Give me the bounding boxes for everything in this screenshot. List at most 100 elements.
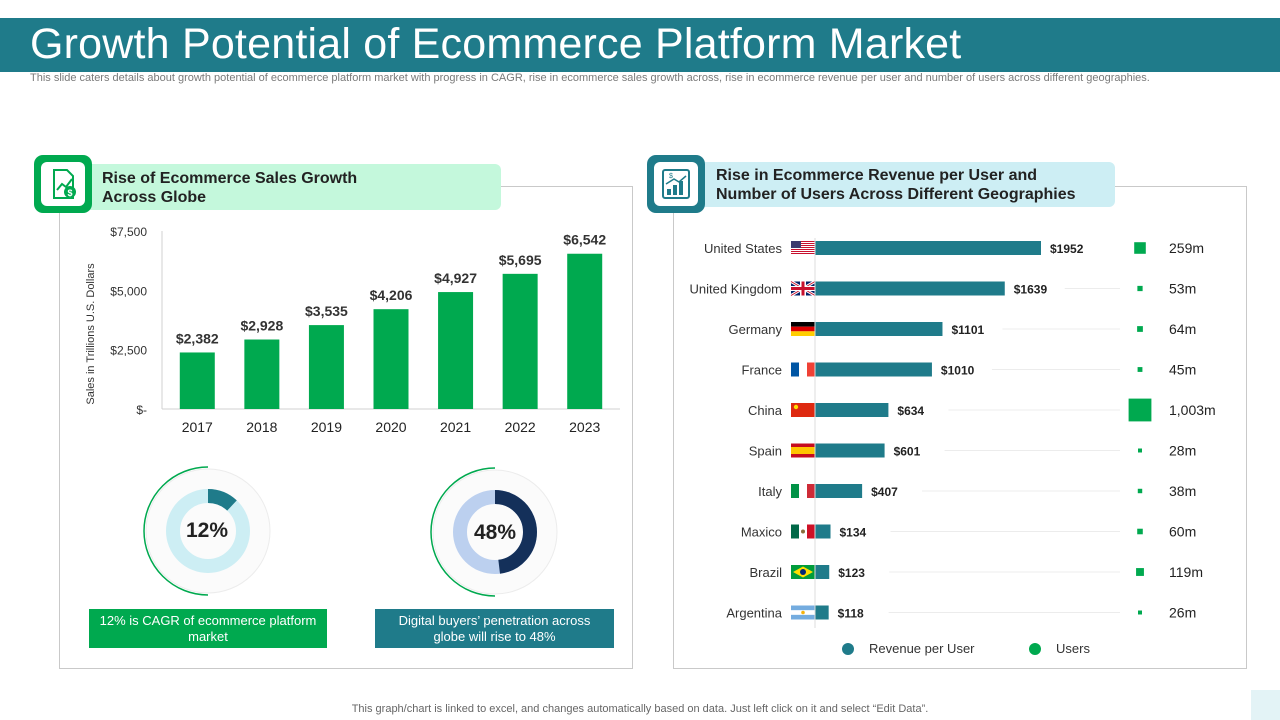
page-subtitle: This slide caters details about growth p… xyxy=(30,72,1150,84)
flag-ar xyxy=(791,605,815,620)
bar-value-label: $4,206 xyxy=(370,287,413,303)
legend-users: Users xyxy=(1029,641,1090,656)
revenue-bar xyxy=(815,403,889,417)
flag-uk xyxy=(790,280,816,297)
cagr-caption: 12% is CAGR of ecommerce platform market xyxy=(89,609,327,648)
revenue-chart-icon: $ xyxy=(654,162,698,206)
revenue-value-label: $1952 xyxy=(1050,242,1084,256)
revenue-value-label: $123 xyxy=(838,566,865,580)
x-tick-label: 2021 xyxy=(440,419,471,435)
flag-part xyxy=(791,247,815,248)
revenue-bar xyxy=(815,565,830,579)
legend-users-swatch xyxy=(1029,642,1041,655)
bar xyxy=(373,309,409,409)
users-marker xyxy=(1134,242,1146,254)
donut-plate xyxy=(432,469,558,595)
sales-growth-heading-line2: Across Globe xyxy=(102,189,207,206)
country-label: Brazil xyxy=(749,565,782,580)
bar-value-label: $4,927 xyxy=(434,270,477,286)
revenue-value-label: $407 xyxy=(871,485,898,499)
flag-part xyxy=(799,362,807,377)
users-marker xyxy=(1137,488,1143,494)
x-tick-label: 2022 xyxy=(505,419,536,435)
flag-part xyxy=(791,331,815,336)
sales-growth-icon: $ xyxy=(41,162,85,206)
revenue-value-label: $634 xyxy=(897,404,924,418)
flag-fr xyxy=(791,362,815,377)
legend-revenue-label: Revenue per User xyxy=(869,641,975,656)
title-bar xyxy=(0,18,1280,72)
svg-text:$: $ xyxy=(67,188,72,198)
penetration-caption: Digital buyers’ penetration across globe… xyxy=(375,609,614,648)
donut-plate xyxy=(145,468,271,594)
flag-part xyxy=(791,253,815,254)
corner-tab xyxy=(1251,690,1280,720)
bar xyxy=(244,339,280,409)
revenue-value-label: $134 xyxy=(840,526,867,540)
country-label: Spain xyxy=(749,444,782,459)
x-tick-label: 2020 xyxy=(375,419,406,435)
revenue-value-label: $1010 xyxy=(941,364,975,378)
users-marker xyxy=(1136,568,1144,576)
flag-es xyxy=(791,443,815,458)
flag-part xyxy=(791,243,815,244)
flag-part xyxy=(807,362,815,377)
revenue-bar xyxy=(815,524,831,539)
bar xyxy=(308,325,344,409)
geographies-heading-line1: Rise in Ecommerce Revenue per User and xyxy=(716,167,1038,184)
revenue-bar xyxy=(815,241,1041,255)
revenue-bar xyxy=(815,362,932,377)
revenue-bar xyxy=(815,484,863,498)
flag-part xyxy=(791,241,815,242)
donut-side-arc xyxy=(430,467,496,597)
users-value-label: 60m xyxy=(1169,524,1196,540)
flag-part xyxy=(800,569,806,575)
revenue-value-label: $118 xyxy=(838,607,864,621)
users-marker xyxy=(1137,326,1143,332)
x-tick-label: 2019 xyxy=(311,419,342,435)
revenue-bar xyxy=(815,322,943,336)
sales-growth-icon-box: $ xyxy=(34,155,92,213)
users-value-label: 64m xyxy=(1169,321,1196,337)
country-label: Argentina xyxy=(726,606,782,621)
revenue-value-label: $1101 xyxy=(951,323,984,337)
y-tick-label: $5,000 xyxy=(110,284,147,298)
flag-part xyxy=(791,287,815,290)
revenue-bar xyxy=(815,443,885,458)
y-tick-label: $2,500 xyxy=(110,344,147,358)
flag-part xyxy=(807,484,815,498)
bar-value-label: $6,542 xyxy=(563,232,606,248)
flag-part xyxy=(791,362,799,377)
x-tick-label: 2023 xyxy=(569,419,600,435)
bar xyxy=(179,352,215,409)
flag-us xyxy=(791,241,815,254)
flag-part xyxy=(807,524,815,539)
y-tick-label: $- xyxy=(136,403,147,417)
donut-value-arc xyxy=(166,489,250,573)
flag-part xyxy=(793,404,799,410)
page-title: Growth Potential of Ecommerce Platform M… xyxy=(30,20,962,68)
bar xyxy=(502,273,538,409)
sales-growth-header xyxy=(72,164,501,210)
country-label: Germany xyxy=(729,322,783,337)
geographies-panel xyxy=(673,186,1247,669)
bar-value-label: $5,695 xyxy=(499,252,542,268)
users-value-label: 1,003m xyxy=(1169,402,1216,418)
users-marker xyxy=(1138,610,1142,615)
y-axis-title: Sales in Trillions U.S. Dollars xyxy=(85,263,97,405)
users-marker xyxy=(1137,367,1143,372)
flag-part xyxy=(791,524,799,539)
users-marker xyxy=(1137,528,1143,535)
users-value-label: 119m xyxy=(1169,564,1203,580)
geographies-heading: Rise in Ecommerce Revenue per User and N… xyxy=(716,166,1076,204)
revenue-bar xyxy=(815,281,1005,296)
donut-value-arc xyxy=(453,490,537,574)
flag-part xyxy=(801,529,805,534)
revenue-bar xyxy=(815,605,829,620)
flag-part xyxy=(791,447,815,454)
flag-it xyxy=(791,484,815,498)
footer-note: This graph/chart is linked to excel, and… xyxy=(351,703,929,715)
legend-revenue: Revenue per User xyxy=(842,641,975,656)
users-value-label: 26m xyxy=(1169,605,1196,621)
